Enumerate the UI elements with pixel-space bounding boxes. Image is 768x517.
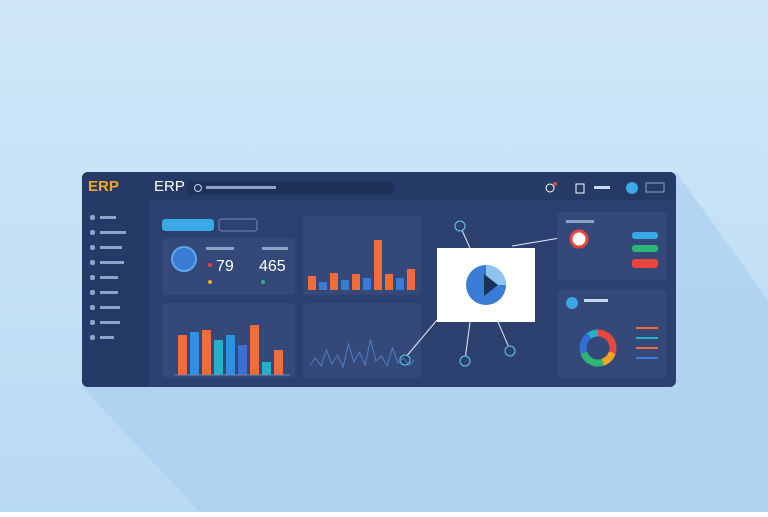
sidebar-menu [90, 215, 126, 340]
search-bar[interactable] [186, 181, 394, 195]
stat-value: 465 [259, 258, 286, 275]
card-label [584, 299, 608, 302]
bar [374, 240, 382, 290]
sidebar [82, 172, 150, 387]
stat-label [206, 247, 234, 250]
app-title: ERP [154, 178, 185, 195]
donut-segment [580, 351, 604, 367]
bar [274, 350, 283, 375]
donut-segment [597, 329, 617, 354]
search-placeholder [206, 186, 276, 189]
play-icon[interactable] [484, 274, 498, 296]
bar [190, 332, 199, 375]
bar [330, 273, 338, 290]
bar [238, 345, 247, 375]
avatar[interactable] [626, 182, 638, 194]
bar [407, 269, 415, 290]
menu-label [594, 186, 610, 189]
stat-label [262, 247, 288, 250]
search-icon [194, 184, 202, 192]
shadow [82, 172, 768, 512]
bar [226, 335, 235, 375]
chart-icon[interactable] [575, 183, 585, 194]
notification-dot [553, 182, 557, 186]
action-button[interactable] [632, 232, 658, 239]
bar [202, 330, 211, 375]
browser-icon [569, 229, 589, 249]
notification-icon[interactable] [545, 183, 555, 193]
bar [363, 278, 371, 290]
card-icon [566, 297, 578, 309]
bar [262, 362, 271, 375]
stat-dot [208, 263, 212, 267]
stat-value: 79 [216, 258, 234, 275]
logo[interactable]: ERP [88, 178, 119, 195]
bar [341, 280, 349, 290]
action-button[interactable] [632, 259, 658, 268]
bar [178, 335, 187, 375]
bar [352, 274, 360, 290]
stat-dot [261, 280, 265, 284]
line [309, 339, 415, 369]
line-card [303, 303, 421, 378]
stat-dot [208, 280, 212, 284]
tab-active[interactable] [162, 219, 214, 231]
bar [214, 340, 223, 375]
bar [396, 278, 404, 290]
donut-segment [579, 333, 592, 354]
bar [250, 325, 259, 375]
bar [385, 274, 393, 290]
profile-photo [171, 246, 197, 272]
menu-button[interactable] [645, 182, 665, 193]
donut-segment [601, 351, 616, 366]
legend-bars [636, 327, 658, 359]
bar [308, 276, 316, 290]
action-button[interactable] [632, 245, 658, 252]
bar [319, 282, 327, 290]
card-label [566, 220, 594, 223]
tab[interactable] [218, 218, 258, 232]
donut-segment [587, 329, 599, 339]
